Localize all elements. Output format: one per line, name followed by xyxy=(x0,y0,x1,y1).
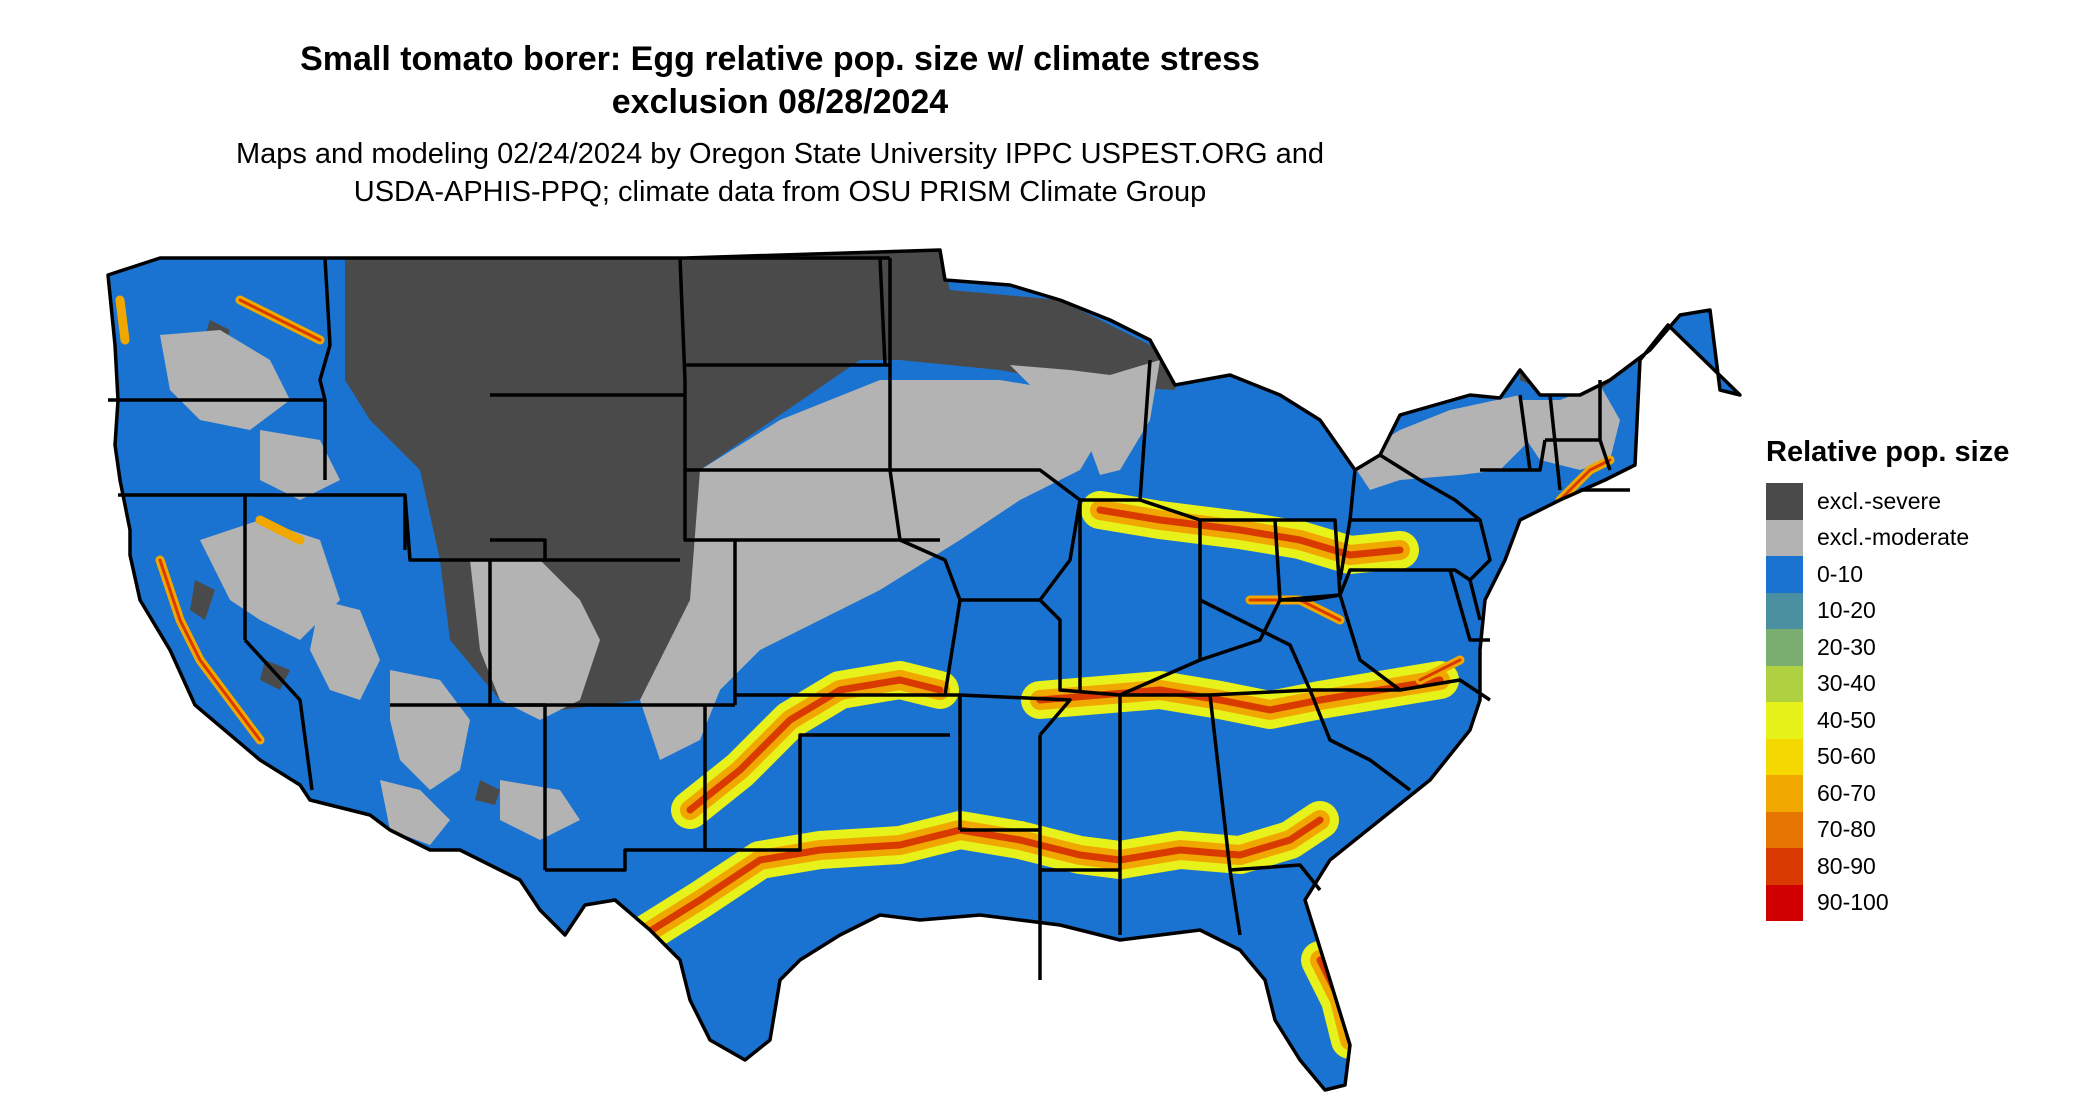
legend-item: 10-20 xyxy=(1766,592,2009,629)
legend-label: 10-20 xyxy=(1817,597,1876,624)
title-line-1: Small tomato borer: Egg relative pop. si… xyxy=(300,40,1260,78)
legend-label: 90-100 xyxy=(1817,889,1889,916)
subtitle-line-2: USDA-APHIS-PPQ; climate data from OSU PR… xyxy=(353,176,1207,208)
legend-label: 20-30 xyxy=(1817,633,1876,660)
map-subtitle: Maps and modeling 02/24/2024 by Oregon S… xyxy=(180,135,1380,211)
legend-label: 80-90 xyxy=(1817,852,1876,879)
state-borders xyxy=(106,248,1742,1092)
legend-item: 40-50 xyxy=(1766,702,2009,739)
legend-label: 60-70 xyxy=(1817,779,1876,806)
map-title: Small tomato borer: Egg relative pop. si… xyxy=(180,38,1380,124)
legend-label: 70-80 xyxy=(1817,816,1876,843)
legend-item: 20-30 xyxy=(1766,629,2009,666)
legend-label: excl.-moderate xyxy=(1817,524,1970,551)
legend: Relative pop. size excl.-severe excl.-mod… xyxy=(1766,436,2009,921)
legend-item: 0-10 xyxy=(1766,556,2009,593)
legend-item: 30-40 xyxy=(1766,665,2009,702)
legend-swatch xyxy=(1766,519,1803,556)
legend-swatch xyxy=(1766,556,1803,593)
legend-swatch xyxy=(1766,665,1803,702)
legend-swatch xyxy=(1766,775,1803,812)
legend-swatch xyxy=(1766,884,1803,921)
legend-label: excl.-severe xyxy=(1817,487,1941,514)
legend-label: 50-60 xyxy=(1817,743,1876,770)
legend-items: excl.-severe excl.-moderate 0-10 10-20 20-30… xyxy=(1766,483,2009,921)
legend-swatch xyxy=(1766,848,1803,885)
title-line-2: exclusion 08/28/2024 xyxy=(611,83,949,121)
legend-label: 40-50 xyxy=(1817,706,1876,733)
legend-label: 30-40 xyxy=(1817,670,1876,697)
legend-item: 60-70 xyxy=(1766,775,2009,812)
legend-item: excl.-moderate xyxy=(1766,519,2009,556)
legend-item: excl.-severe xyxy=(1766,483,2009,520)
legend-item: 90-100 xyxy=(1766,884,2009,921)
legend-label: 0-10 xyxy=(1817,560,1864,587)
legend-item: 50-60 xyxy=(1766,738,2009,775)
legend-swatch xyxy=(1766,702,1803,739)
legend-swatch xyxy=(1766,592,1803,629)
legend-item: 70-80 xyxy=(1766,811,2009,848)
legend-item: 80-90 xyxy=(1766,848,2009,885)
subtitle-line-1: Maps and modeling 02/24/2024 by Oregon S… xyxy=(235,138,1325,170)
legend-swatch xyxy=(1766,738,1803,775)
legend-swatch xyxy=(1766,629,1803,666)
legend-swatch xyxy=(1766,483,1803,520)
moderate-exclusion-regions xyxy=(160,330,1620,845)
legend-swatch xyxy=(1766,811,1803,848)
legend-title: Relative pop. size xyxy=(1766,436,2010,468)
